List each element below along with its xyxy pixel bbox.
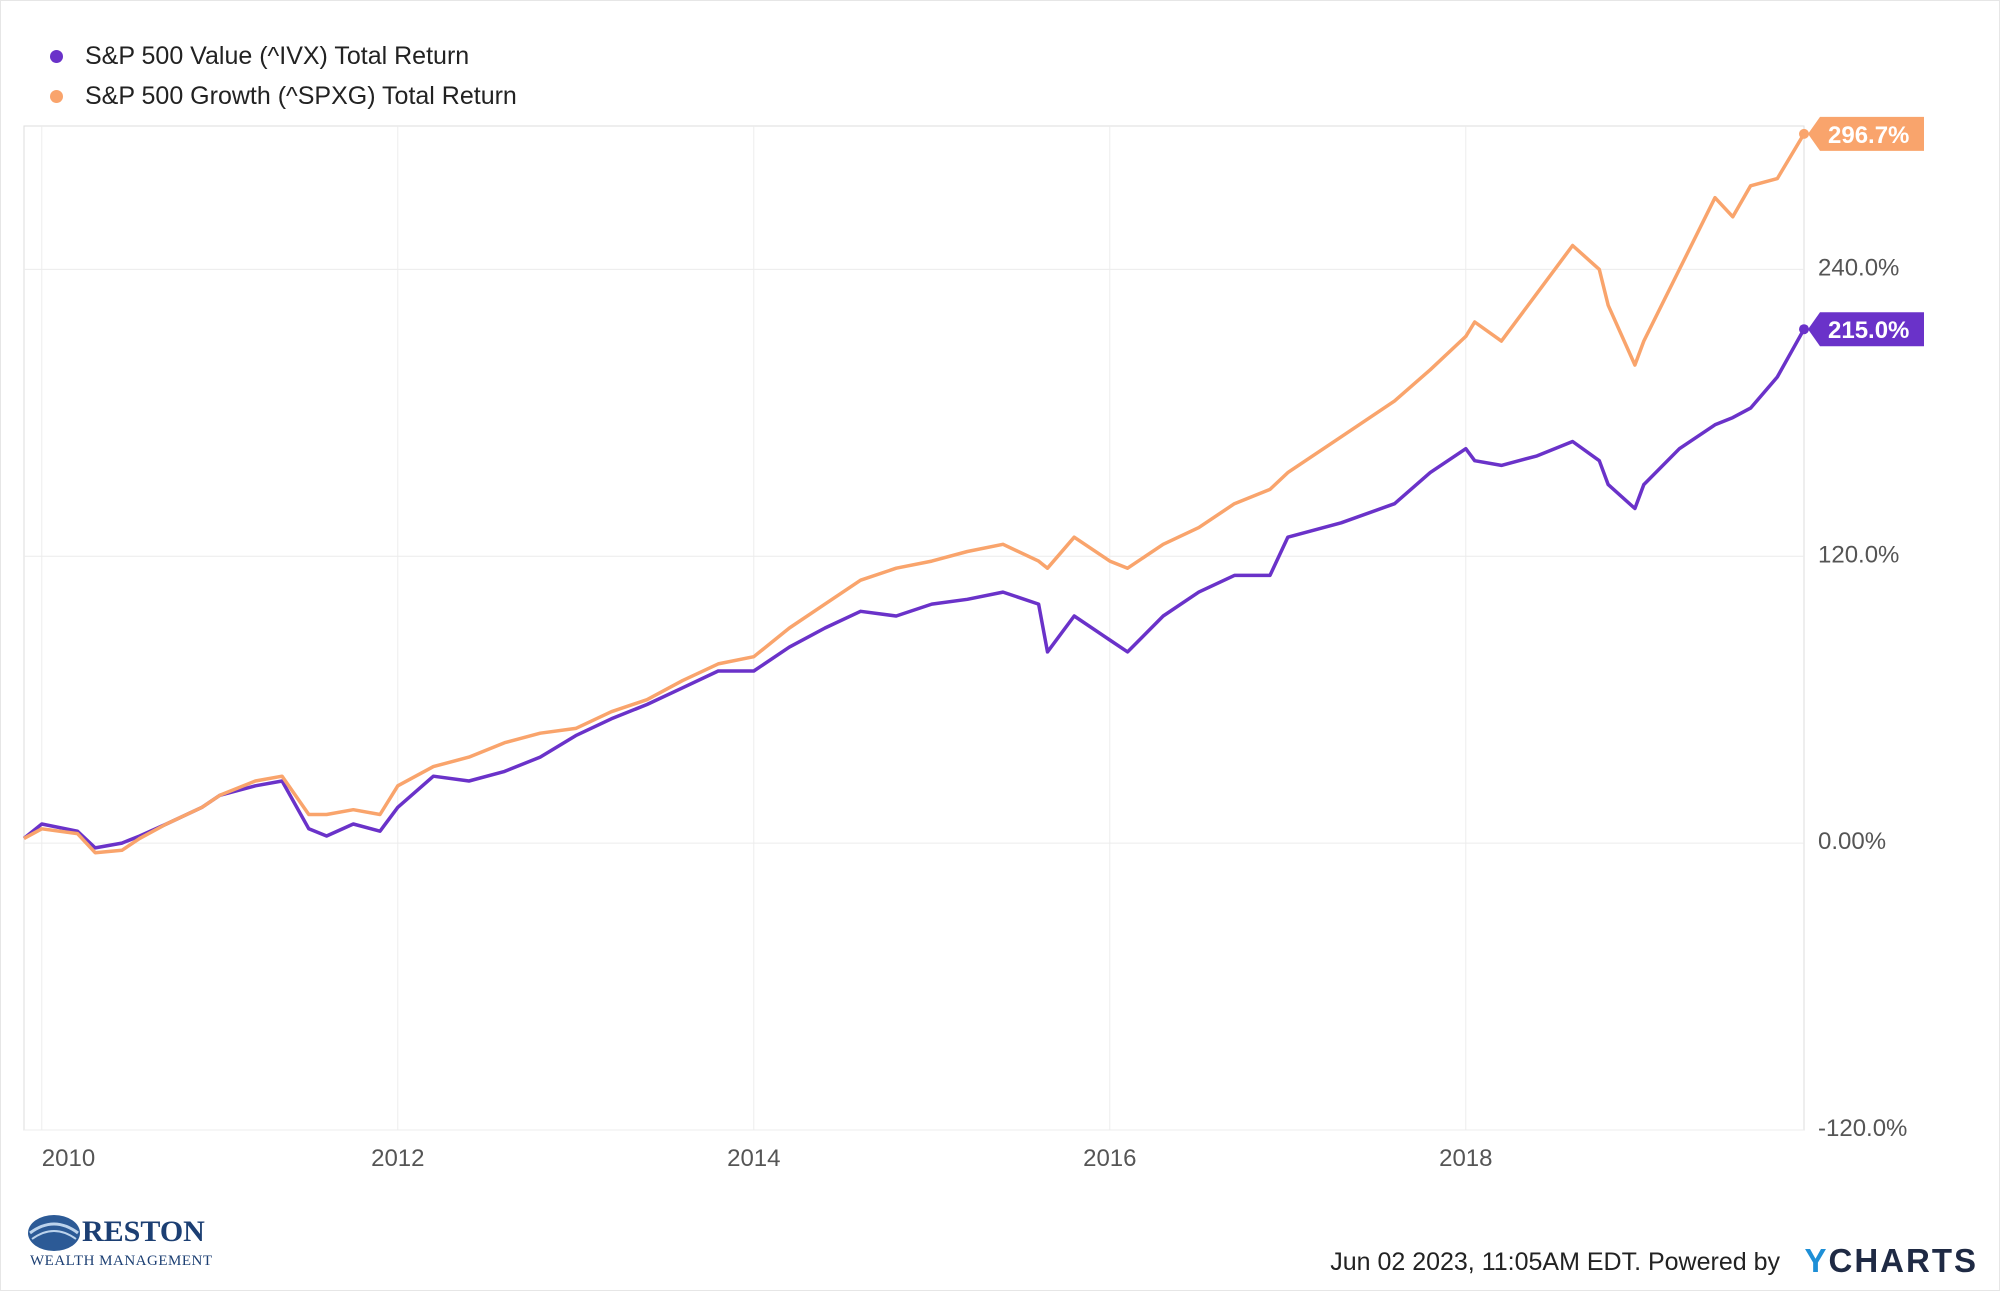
series-end-label-1: 296.7% [1828, 122, 1909, 149]
series-end-point-0 [1799, 324, 1809, 335]
legend-label-growth: S&P 500 Growth (^SPXG) Total Return [85, 81, 517, 110]
ycharts-logo-text: CHARTS [1828, 1242, 1978, 1279]
legend-item-growth[interactable]: S&P 500 Growth (^SPXG) Total Return [50, 76, 517, 116]
series-end-point-1 [1799, 128, 1809, 139]
footer-timestamp: Jun 02 2023, 11:05AM EDT. Powered by [1330, 1248, 1780, 1276]
grid [23, 125, 1805, 1131]
axis-labels: 2010 2012 2014 2016 2018 -120.0% 0.00% 120.0% 24… [42, 254, 1908, 1172]
x-tick-label: 2014 [727, 1145, 780, 1172]
legend: S&P 500 Value (^IVX) Total Return S&P 50… [50, 36, 517, 116]
series-end-badge-1 [1808, 116, 1924, 151]
globe-icon [28, 1215, 80, 1251]
series-end-badge-0 [1808, 312, 1924, 347]
series-end-label-0: 215.0% [1828, 317, 1909, 344]
x-tick-label: 2018 [1439, 1145, 1492, 1172]
y-tick-label: -120.0% [1818, 1115, 1907, 1142]
brand-logo: RESTON WEALTH MANAGEMENT [24, 1209, 224, 1279]
x-tick-label: 2016 [1083, 1145, 1136, 1172]
plot-area [23, 125, 1805, 1131]
series-line-1 [23, 133, 1806, 855]
x-tick-label: 2012 [371, 1145, 424, 1172]
y-tick-label: 240.0% [1818, 254, 1899, 281]
legend-item-value[interactable]: S&P 500 Value (^IVX) Total Return [50, 36, 517, 76]
brand-subtitle: WEALTH MANAGEMENT [30, 1253, 213, 1269]
ycharts-logo[interactable]: YCHARTS [1804, 1242, 1978, 1280]
ycharts-logo-y: Y [1804, 1242, 1829, 1279]
legend-dot-growth [50, 89, 63, 103]
series-lines: 215.0% 296.7% [22, 116, 1924, 855]
legend-dot-value [50, 49, 63, 63]
y-tick-label: 0.00% [1818, 828, 1886, 855]
series-line-0 [22, 328, 1806, 850]
x-tick-label: 2010 [42, 1145, 95, 1172]
legend-label-value: S&P 500 Value (^IVX) Total Return [85, 41, 470, 70]
brand-name: RESTON [82, 1215, 205, 1248]
y-tick-label: 120.0% [1818, 541, 1899, 568]
